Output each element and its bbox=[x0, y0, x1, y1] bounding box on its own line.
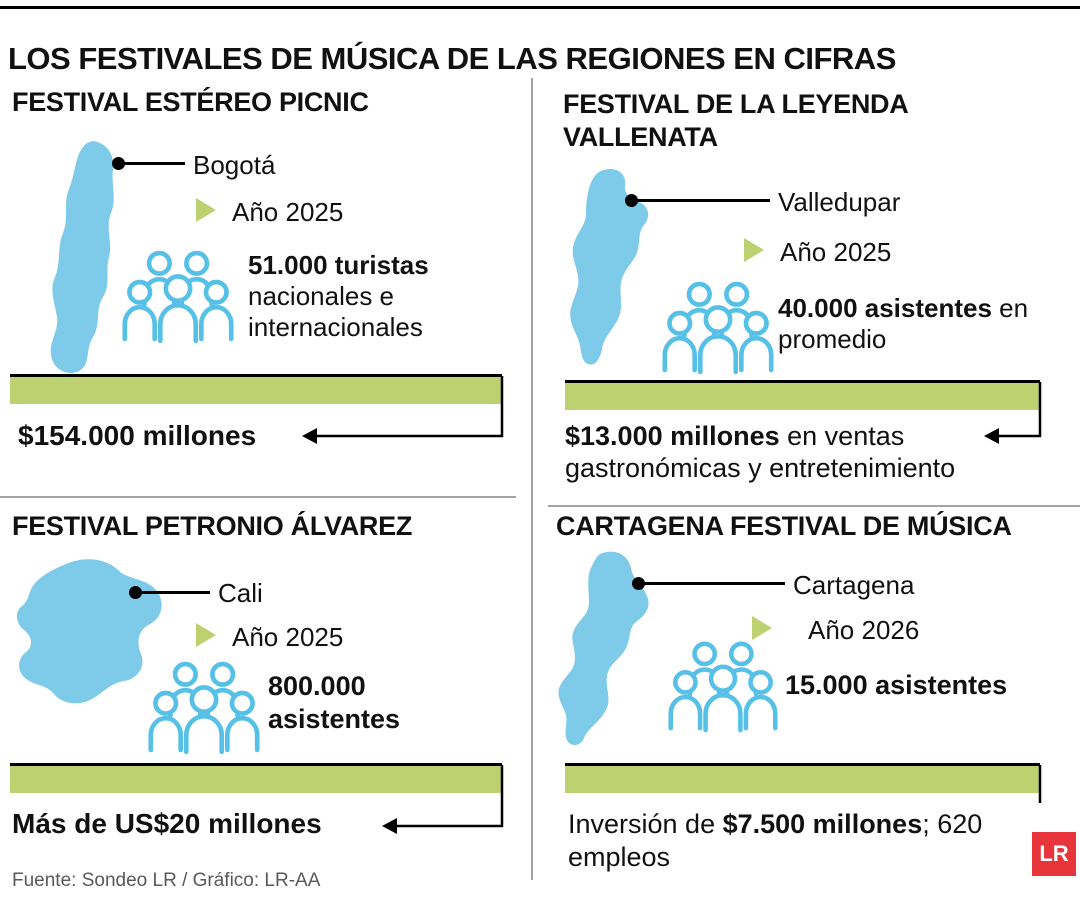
revenue-amount: $13.000 millones bbox=[565, 421, 780, 451]
attendance-stat: 40.000 asistentes en promedio bbox=[778, 293, 1058, 355]
revenue-suffix: en ventas gastronómicas y entretenimient… bbox=[565, 421, 956, 483]
revenue-suffix: ; 620 empleos bbox=[568, 809, 983, 872]
attendance-desc: nacionales e internacionales bbox=[248, 281, 423, 342]
city-marker-dot bbox=[112, 157, 125, 170]
festival-title: FESTIVAL PETRONIO ÁLVAREZ bbox=[12, 511, 413, 541]
city-leader-line bbox=[124, 162, 185, 165]
city-leader-line bbox=[644, 582, 785, 585]
source-credit: Fuente: Sondeo LR / Gráfico: LR-AA bbox=[12, 870, 321, 891]
region-map-icon bbox=[570, 168, 649, 365]
city-marker-dot bbox=[632, 577, 645, 590]
attendees-icon bbox=[668, 636, 778, 736]
city-label: Cartagena bbox=[793, 570, 915, 600]
revenue-prefix: Inversión de bbox=[568, 809, 723, 839]
city-leader-line bbox=[141, 591, 210, 594]
attendance-desc: en promedio bbox=[778, 293, 1029, 354]
bar-edge-line bbox=[1038, 765, 1042, 803]
revenue-label: $154.000 millones bbox=[18, 420, 488, 452]
revenue-bar bbox=[10, 377, 502, 404]
bar-outline bbox=[10, 374, 502, 377]
region-map-icon bbox=[16, 559, 162, 704]
revenue-amount: Más de US$20 millones bbox=[12, 808, 322, 839]
city-leader-line bbox=[637, 199, 770, 202]
year-triangle-icon bbox=[752, 616, 772, 640]
top-rule bbox=[0, 6, 1080, 9]
festival-title: FESTIVAL DE LA LEYENDA VALLENATA bbox=[563, 89, 908, 152]
year-label: Año 2025 bbox=[232, 197, 344, 227]
divider-horizontal-right bbox=[548, 505, 1080, 507]
attendance-stat: 15.000 asistentes bbox=[785, 670, 1075, 701]
festival-title: CARTAGENA FESTIVAL DE MÚSICA bbox=[556, 511, 1012, 541]
year-triangle-icon bbox=[196, 198, 216, 222]
revenue-amount: $7.500 millones bbox=[722, 809, 923, 839]
arrow-connector bbox=[984, 382, 1042, 444]
attendance-stat: 800.000 asistentes bbox=[268, 670, 478, 736]
attendance-stat: 51.000 turistas nacionales e internacion… bbox=[248, 250, 483, 343]
year-label: Año 2026 bbox=[808, 615, 920, 645]
region-map-icon bbox=[558, 551, 649, 746]
bar-outline bbox=[565, 380, 1040, 383]
divider-horizontal-left bbox=[0, 496, 516, 498]
revenue-label: Inversión de $7.500 millones; 620 empleo… bbox=[568, 808, 1038, 874]
attendance-number: 15.000 asistentes bbox=[785, 670, 1008, 700]
year-triangle-icon bbox=[196, 623, 216, 647]
festival-title: FESTIVAL ESTÉREO PICNIC bbox=[12, 87, 369, 117]
revenue-amount: $154.000 millones bbox=[18, 420, 257, 451]
attendees-icon bbox=[122, 248, 234, 344]
attendees-icon bbox=[148, 658, 260, 756]
attendance-number: 800.000 asistentes bbox=[268, 671, 401, 734]
attendees-icon bbox=[662, 278, 774, 376]
revenue-label: $13.000 millones en ventas gastronómicas… bbox=[565, 420, 1025, 484]
arrow-connector bbox=[382, 765, 504, 834]
bar-outline bbox=[10, 763, 502, 766]
year-label: Año 2025 bbox=[780, 237, 892, 267]
city-label: Valledupar bbox=[778, 187, 901, 217]
lr-logo: LR bbox=[1032, 832, 1076, 876]
city-label: Bogotá bbox=[193, 150, 276, 180]
revenue-bar bbox=[565, 766, 1040, 793]
arrow-connector bbox=[302, 376, 504, 444]
revenue-bar bbox=[565, 383, 1040, 410]
region-map-icon bbox=[50, 141, 114, 374]
divider-vertical bbox=[531, 78, 533, 880]
city-marker-dot bbox=[625, 194, 638, 207]
attendance-number: 40.000 asistentes bbox=[778, 293, 992, 323]
bar-outline bbox=[565, 763, 1040, 766]
city-marker-dot bbox=[129, 586, 142, 599]
city-label: Cali bbox=[218, 578, 263, 608]
revenue-bar bbox=[10, 766, 502, 793]
year-label: Año 2025 bbox=[232, 622, 344, 652]
infographic-title: LOS FESTIVALES DE MÚSICA DE LAS REGIONES… bbox=[8, 40, 896, 76]
year-triangle-icon bbox=[744, 238, 764, 262]
revenue-label: Más de US$20 millones bbox=[12, 808, 482, 840]
attendance-number: 51.000 turistas bbox=[248, 250, 429, 280]
